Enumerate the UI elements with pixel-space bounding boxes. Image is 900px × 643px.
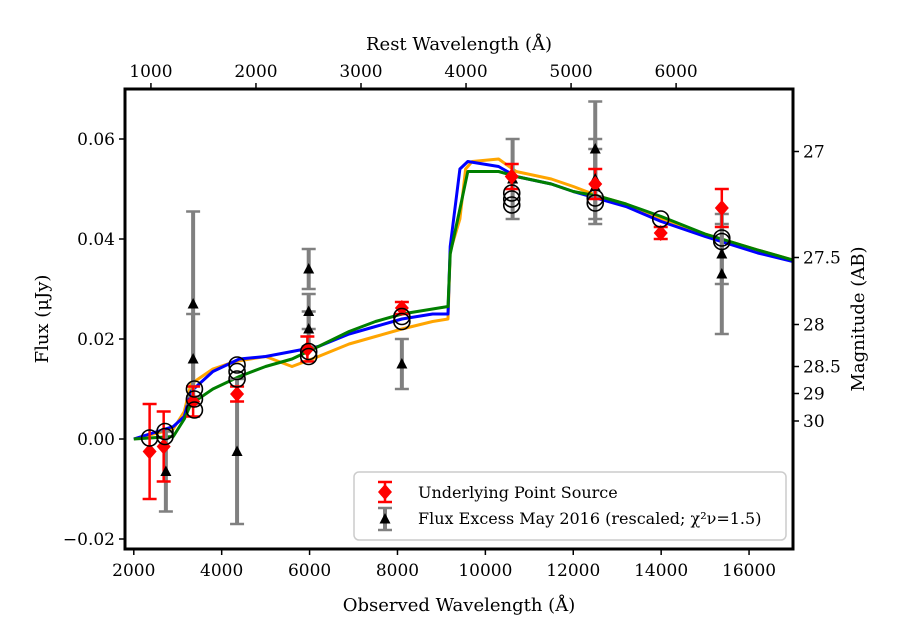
model-circle-18 (586, 189, 605, 207)
top-axis-label: Rest Wavelength (Å) (366, 33, 552, 55)
model-circle-15 (502, 190, 521, 208)
top-tick-label: 1000 (129, 62, 172, 82)
legend-label: Flux Excess May 2016 (rescaled; χ²ν=1.5) (418, 509, 761, 528)
model-circle-16 (502, 184, 521, 202)
right-axis-label: Magnitude (AB) (848, 246, 869, 391)
plot-frame (123, 87, 795, 551)
legend-entry-point-source: Underlying Point Source (378, 480, 618, 504)
x-tick-label: 14000 (634, 561, 688, 581)
model-circle-14 (502, 196, 521, 214)
excess-point-6 (303, 305, 315, 316)
x-tick-label: 8000 (376, 561, 419, 581)
excess-point-5 (303, 263, 315, 274)
y-tick-label: −0.02 (63, 530, 115, 550)
axes: 2000 4000 6000 8000 10000 12000 14000 16000 −0.0… (32, 33, 869, 616)
point-source-point-1 (142, 443, 157, 460)
model-circle-12 (393, 312, 411, 331)
model-circle-11 (299, 342, 318, 361)
excess-point-4 (231, 445, 243, 456)
model-circle-2 (156, 422, 174, 441)
legend-triangle-marker (379, 513, 391, 524)
data-markers (140, 143, 731, 476)
model-circle-10 (299, 347, 318, 366)
excess-point-7 (303, 323, 315, 334)
y-tick-label: 0.00 (77, 430, 115, 450)
model-circle-13 (393, 307, 411, 326)
model-circle-5 (185, 390, 204, 408)
top-tick-label: 2000 (234, 62, 277, 82)
sed-line-3 (133, 170, 793, 441)
top-tick-label: 4000 (444, 62, 487, 82)
right-tick-label: 27 (803, 143, 825, 163)
x-tick-label: 16000 (722, 561, 776, 581)
x-tick-label: 2000 (112, 561, 155, 581)
model-circle-19 (651, 210, 670, 228)
x-tick-label: 12000 (546, 561, 600, 581)
model-circle-7 (228, 370, 246, 388)
point-source-point-9 (653, 225, 668, 241)
y-axis-label: Flux (μJy) (32, 275, 53, 364)
legend: Underlying Point Source Flux Excess May 2… (353, 471, 787, 541)
excess-point-14 (716, 248, 728, 259)
x-tick-label: 6000 (288, 561, 331, 581)
legend-box (353, 471, 787, 541)
point-source-point-8 (588, 176, 603, 192)
model-sed-lines (133, 157, 793, 441)
sed-line-2 (133, 160, 793, 441)
excess-point-1 (160, 465, 172, 476)
right-tick-label: 30 (803, 412, 825, 432)
right-tick-label: 28.5 (803, 358, 841, 378)
excess-point-13 (716, 268, 728, 279)
top-tick-label: 5000 (549, 62, 592, 82)
top-tick-label: 3000 (339, 62, 382, 82)
right-tick-label: 27.5 (803, 249, 841, 269)
legend-entry-flux-excess: Flux Excess May 2016 (rescaled; χ²ν=1.5) (378, 506, 761, 532)
model-circle-21 (713, 229, 731, 247)
model-circle-6 (185, 380, 204, 398)
y-tick-label: 0.06 (77, 130, 115, 150)
y-tick-label: 0.02 (77, 330, 115, 350)
right-tick-label: 28 (803, 316, 825, 336)
model-circle-8 (228, 362, 246, 381)
x-tick-label: 10000 (458, 561, 512, 581)
x-axis-label: Observed Wavelength (Å) (343, 594, 575, 616)
legend-diamond-marker (378, 484, 392, 500)
point-source-point-7 (504, 168, 519, 185)
y-tick-label: 0.04 (77, 230, 115, 250)
model-circle-4 (185, 401, 204, 419)
model-circle-3 (156, 427, 174, 446)
excess-point-3 (187, 353, 199, 364)
excess-point-10 (589, 143, 601, 154)
legend-label: Underlying Point Source (418, 483, 618, 502)
excess-point-2 (187, 298, 199, 309)
point-source-point-4 (230, 386, 245, 402)
right-tick-label: 29 (803, 385, 825, 405)
excess-point-8 (396, 358, 408, 369)
top-tick-label: 6000 (654, 62, 697, 82)
model-circle-17 (586, 194, 605, 212)
point-source-point-10 (714, 200, 729, 216)
x-tick-label: 4000 (200, 561, 243, 581)
model-circle-9 (228, 356, 246, 374)
